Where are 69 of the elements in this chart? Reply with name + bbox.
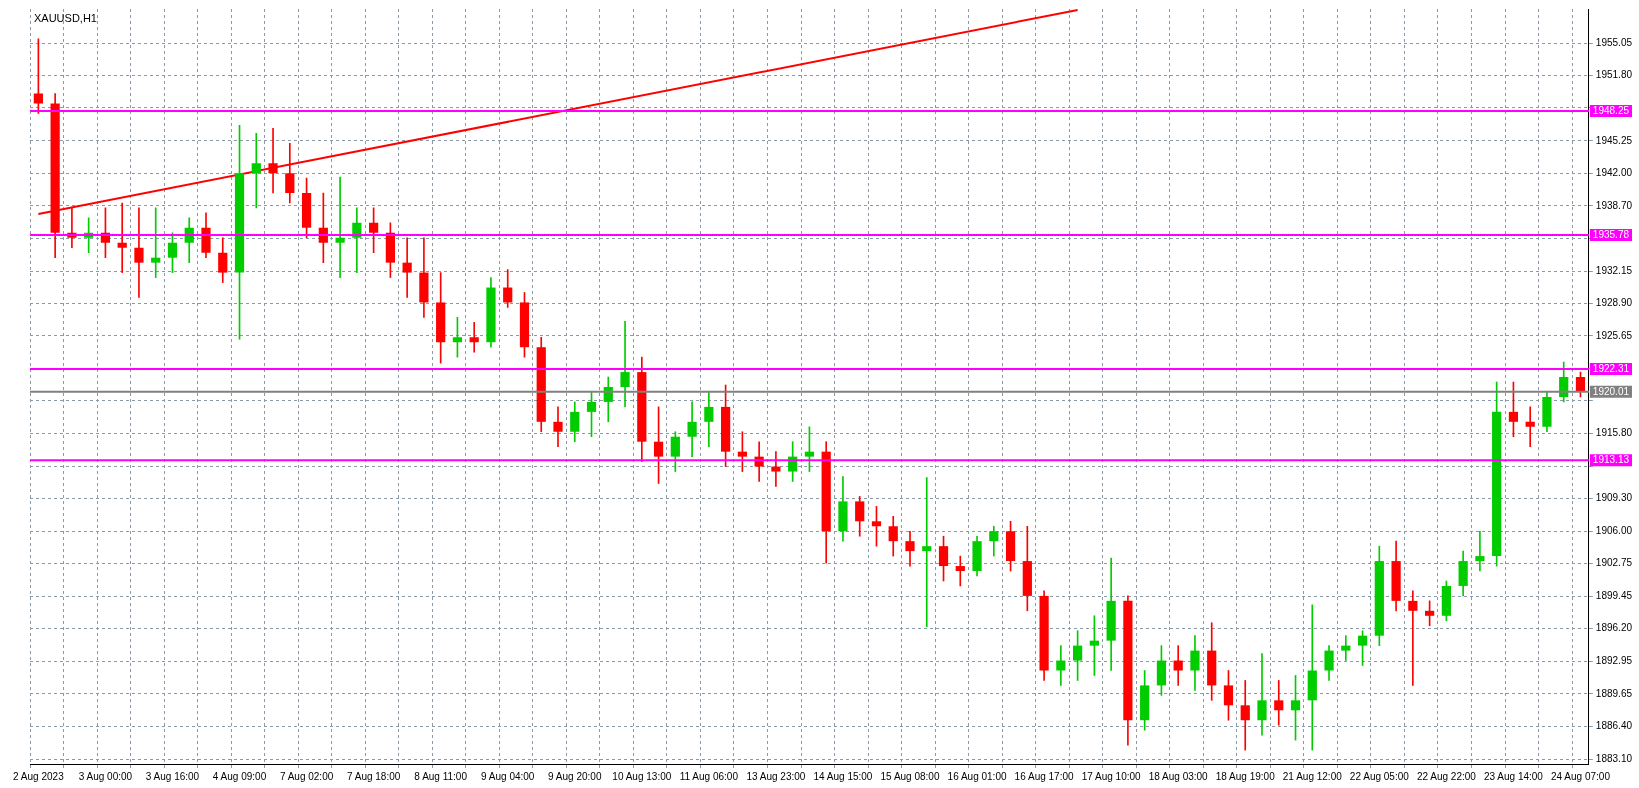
candlestick [1240,680,1250,751]
candlestick [1274,680,1284,726]
y-tick-label: 1886.40 [1595,719,1633,731]
x-tick-label: 16 Aug 01:00 [947,770,1007,782]
candlestick [151,207,161,278]
x-tick-label: 11 Aug 06:00 [679,770,739,782]
x-tick-label: 16 Aug 17:00 [1014,770,1074,782]
x-tick-label: 4 Aug 09:00 [212,770,267,782]
y-tick-label: 1925.65 [1595,329,1633,341]
ref-line-label: 1913.13 [1592,454,1630,466]
candlestick [268,128,278,194]
x-tick-label: 18 Aug 19:00 [1215,770,1276,782]
x-tick-label: 8 Aug 11:00 [414,770,468,782]
x-tick-label: 17 Aug 10:00 [1081,770,1142,782]
x-tick-label: 21 Aug 12:00 [1282,770,1343,782]
y-tick-label: 1906.00 [1595,524,1633,536]
candlestick [1307,604,1317,751]
y-tick-label: 1951.80 [1595,69,1633,81]
y-tick-label: 1915.80 [1595,427,1633,439]
candlestick [771,451,781,487]
x-tick-label: 2 Aug 2023 [13,770,65,782]
ref-line-label: 1922.31 [1592,362,1630,374]
x-tick-label: 22 Aug 05:00 [1349,770,1410,782]
candlestick [402,237,412,298]
ref-line-label: 1920.01 [1592,385,1630,397]
candlestick [1475,530,1485,572]
y-tick-label: 1902.75 [1595,557,1633,569]
candlestick [1408,590,1418,686]
candlestick [251,133,261,209]
x-tick-label: 7 Aug 02:00 [279,770,334,782]
candlestick [335,176,345,278]
x-tick-label: 3 Aug 16:00 [145,770,200,782]
y-tick-label: 1889.65 [1595,687,1633,699]
y-tick-label: 1942.00 [1595,166,1633,178]
x-tick-label: 15 Aug 08:00 [880,770,940,782]
x-tick-label: 24 Aug 07:00 [1550,770,1611,782]
candlestick [620,321,630,408]
y-tick-label: 1945.25 [1595,134,1633,146]
y-tick-label: 1909.30 [1595,492,1633,504]
x-tick-label: 9 Aug 04:00 [481,770,535,782]
y-tick-label: 1899.45 [1595,590,1633,602]
y-tick-label: 1938.70 [1595,199,1633,211]
candlestick [922,477,932,628]
y-tick-label: 1928.90 [1595,297,1633,309]
y-tick-label: 1883.10 [1595,752,1633,764]
candlestick [553,406,563,448]
y-tick-label: 1932.15 [1595,264,1633,276]
chart-title: XAUUSD,H1 [34,11,97,24]
x-tick-label: 7 Aug 18:00 [346,770,401,782]
ref-line-label: 1935.78 [1592,228,1630,240]
x-tick-label: 10 Aug 13:00 [612,770,672,782]
candlestick [1525,406,1535,448]
x-tick-label: 9 Aug 20:00 [548,770,602,782]
x-tick-label: 13 Aug 23:00 [746,770,806,782]
y-tick-label: 1892.95 [1595,654,1633,666]
x-tick-label: 23 Aug 14:00 [1483,770,1544,782]
candlestick [955,555,965,587]
x-tick-label: 3 Aug 00:00 [78,770,133,782]
ref-line-label: 1948.25 [1592,104,1630,116]
y-tick-label: 1955.05 [1595,37,1633,49]
x-tick-label: 18 Aug 03:00 [1148,770,1209,782]
x-tick-label: 14 Aug 15:00 [813,770,873,782]
candlestick [134,207,144,298]
y-tick-label: 1896.20 [1595,622,1633,634]
candlestick [1257,653,1267,736]
x-tick-label: 22 Aug 22:00 [1416,770,1477,782]
candlestick [1341,635,1351,661]
candlestick [117,202,127,273]
candlestick [469,322,479,353]
